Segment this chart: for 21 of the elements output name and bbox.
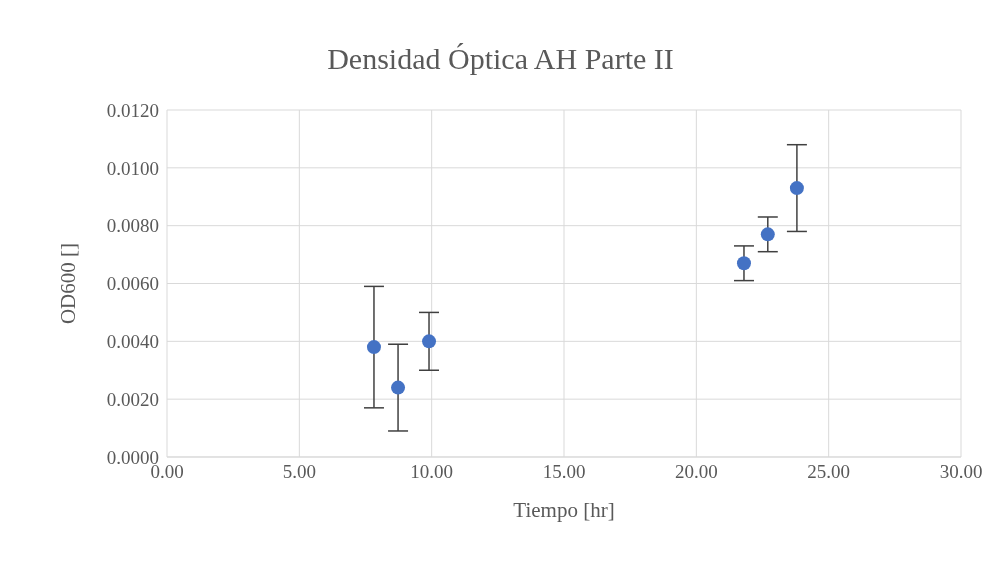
point xyxy=(760,227,775,242)
point xyxy=(366,340,381,355)
point xyxy=(789,181,804,196)
point xyxy=(391,380,406,395)
y-axis-title: OD600 [] xyxy=(56,242,81,325)
x-tick-label: 30.00 xyxy=(939,461,983,483)
chart-title: Densidad Óptica AH Parte II xyxy=(326,42,675,76)
y-tick-label: 0.0080 xyxy=(106,215,159,237)
point xyxy=(736,256,751,271)
x-tick-label: 20.00 xyxy=(674,461,718,483)
y-tick-label: 0.0020 xyxy=(106,388,159,410)
x-tick-label: 25.00 xyxy=(807,461,851,483)
y-tick-label: 0.0040 xyxy=(106,331,159,353)
y-tick-label: 0.0100 xyxy=(106,157,159,179)
x-tick-label: 15.00 xyxy=(542,461,586,483)
x-axis-title: Tiempo [hr] xyxy=(513,498,615,522)
x-tick-label: 5.00 xyxy=(282,461,316,483)
y-tick-label: 0.0120 xyxy=(106,99,159,121)
x-tick-label: 10.00 xyxy=(410,461,454,483)
y-tick-label: 0.0060 xyxy=(106,273,159,295)
point xyxy=(422,334,437,349)
